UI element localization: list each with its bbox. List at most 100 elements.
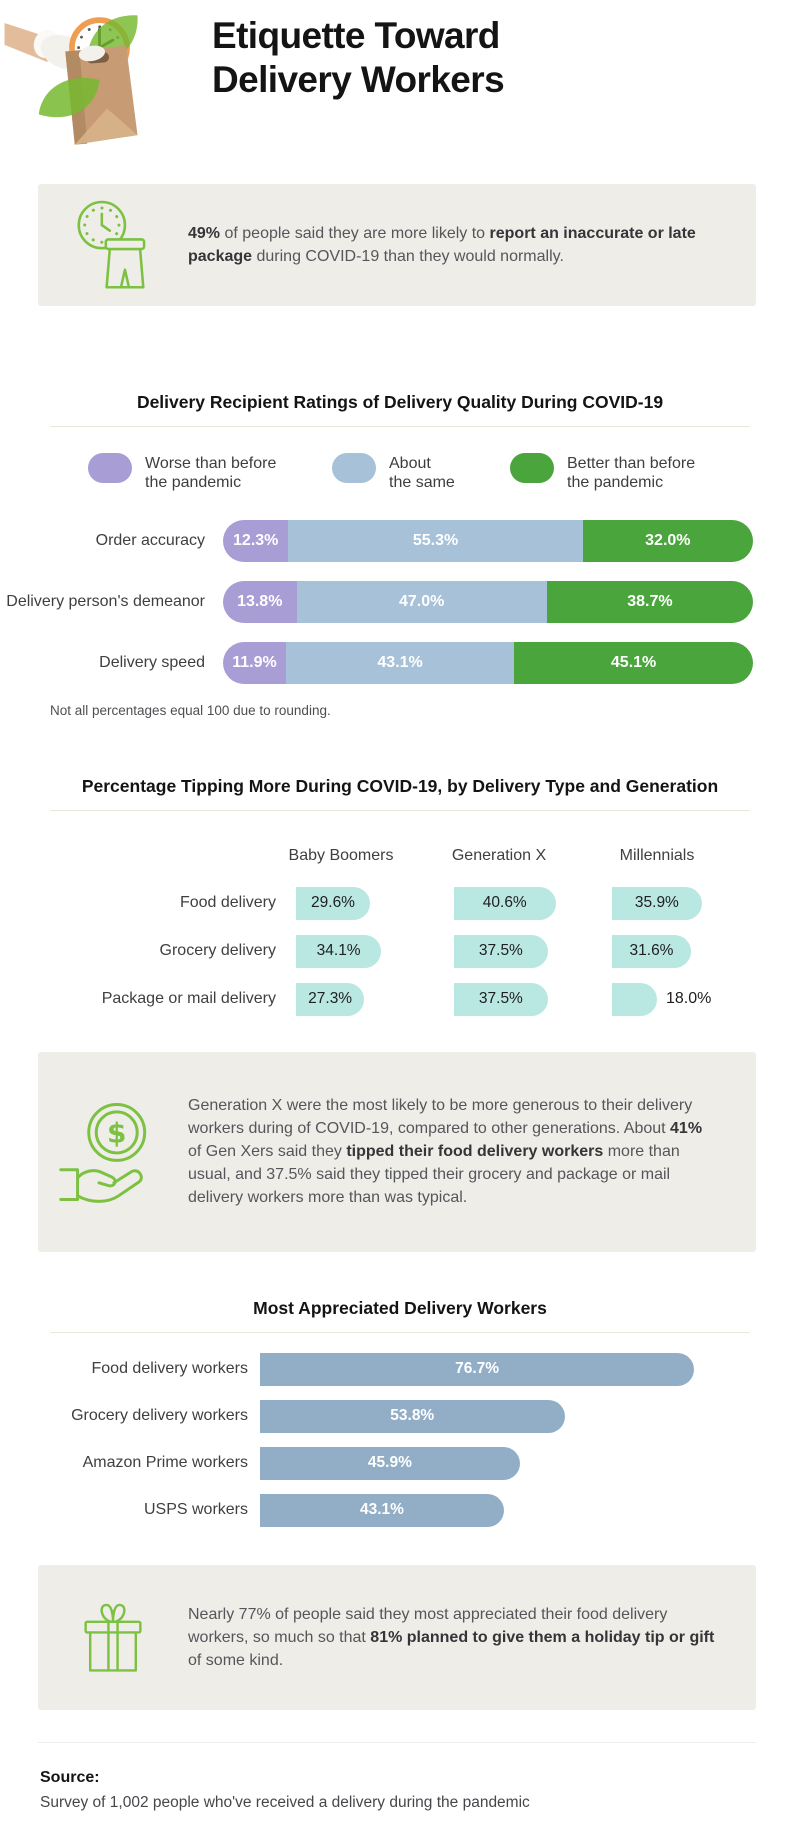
bar-segment: 47.0%: [296, 580, 547, 623]
value-pill: [612, 982, 657, 1016]
text-run: of Gen Xers said they: [188, 1143, 347, 1161]
emphasized-text: 49%: [188, 225, 221, 242]
header: Etiquette Toward Delivery Workers: [0, 0, 800, 160]
page-title: Etiquette Toward Delivery Workers: [212, 14, 505, 103]
value-pill: 35.9%: [612, 886, 702, 920]
bar-segment: 38.7%: [546, 580, 753, 623]
bar-segment: 43.1%: [286, 641, 515, 684]
bar-segment: 13.8%: [223, 580, 297, 623]
page-title-line2: Delivery Workers: [212, 59, 505, 101]
bar-row: Grocery delivery workers 53.8%: [0, 1399, 800, 1433]
value-pill: 37.5%: [454, 982, 548, 1016]
stacked-bar-row: Delivery speed 11.9% 43.1% 45.1%: [0, 641, 800, 684]
text-run: Nearly 77% of people said they most appr…: [188, 1605, 668, 1646]
callout-text: Nearly 77% of people said they most appr…: [188, 1581, 756, 1694]
row-label: Delivery person's demeanor: [6, 592, 205, 610]
value-pill: 34.1%: [296, 934, 382, 968]
table-cell: 18.0%: [600, 982, 758, 1016]
row-label: Grocery delivery: [159, 942, 276, 960]
value-pill: 31.6%: [612, 934, 691, 968]
column-header: Millennials: [619, 846, 695, 864]
column-header: Baby Boomers: [288, 846, 394, 864]
chart-title: Delivery Recipient Ratings of Delivery Q…: [136, 392, 664, 413]
legend-item: About the same: [332, 453, 510, 493]
table-cell: 37.5%: [442, 934, 600, 968]
bar: 53.8%: [260, 1399, 565, 1433]
text-run: Generation X were the most likely to be …: [188, 1097, 693, 1138]
bar-row: Amazon Prime workers 45.9%: [0, 1446, 800, 1480]
stacked-bar: 11.9% 43.1% 45.1%: [223, 641, 753, 684]
callout-text: Generation X were the most likely to be …: [188, 1072, 756, 1231]
row-label: Amazon Prime workers: [82, 1454, 248, 1472]
source-text: Survey of 1,002 people who've received a…: [40, 1793, 530, 1811]
page-title-line1: Etiquette Toward: [212, 15, 500, 56]
chart-title: Most Appreciated Delivery Workers: [253, 1297, 547, 1318]
row-label: Package or mail delivery: [101, 990, 276, 1008]
bar-segment: 45.1%: [514, 641, 753, 684]
bar: 45.9%: [260, 1446, 520, 1480]
table-row: Package or mail delivery 27.3% 37.5% 18.0%: [0, 982, 800, 1016]
column-header: Generation X: [451, 846, 547, 864]
legend-item: Worse than before the pandemic: [88, 453, 332, 493]
callout-holiday-gift: Nearly 77% of people said they most appr…: [38, 1564, 756, 1710]
table-header-row: Baby Boomers Generation X Millennials: [0, 847, 800, 865]
stacked-bar-row: Delivery person's demeanor 13.8% 47.0% 38.7…: [0, 580, 800, 623]
table-cell: 31.6%: [600, 934, 758, 968]
stacked-bar-chart: Order accuracy 12.3% 55.3% 32.0% Delivery pe…: [0, 519, 800, 684]
svg-text:$: $: [107, 1116, 126, 1149]
row-label: Delivery speed: [99, 653, 205, 671]
bar-segment: 55.3%: [288, 519, 583, 562]
row-label: Grocery delivery workers: [71, 1407, 248, 1425]
table-cell: 29.6%: [284, 886, 442, 920]
appreciated-chart-section: Most Appreciated Delivery Workers Food d…: [0, 1298, 800, 1527]
divider: [38, 1741, 756, 1743]
leaf-illustration: [38, 77, 100, 118]
text-run: more than usual, and 37.5% said they tip…: [188, 1143, 680, 1207]
chart-legend: Worse than before the pandemic About the …: [88, 453, 800, 493]
chart-title: Percentage Tipping More During COVID-19,…: [81, 775, 719, 796]
source-label: Source:: [40, 1768, 100, 1786]
table-row: Food delivery 29.6% 40.6% 35.9%: [0, 886, 800, 920]
divider: [50, 426, 750, 428]
legend-label: About the same: [389, 455, 455, 491]
legend-label: Better than before the pandemic: [567, 455, 696, 491]
divider: [50, 1331, 750, 1333]
icon-box: $: [38, 1097, 188, 1207]
value-pill: 27.3%: [296, 982, 365, 1016]
tipping-chart-section: Percentage Tipping More During COVID-19,…: [0, 776, 800, 1016]
text-run: of some kind.: [188, 1651, 284, 1669]
emphasized-text: tipped their food delivery workers: [346, 1143, 604, 1161]
dollar-hand-icon: $: [59, 1102, 147, 1203]
bar-segment: 12.3%: [223, 519, 289, 562]
stacked-bar: 12.3% 55.3% 32.0%: [223, 519, 753, 562]
icon-box: [38, 1597, 188, 1677]
row-label: Order accuracy: [95, 531, 205, 549]
legend-label: Worse than before the pandemic: [145, 455, 277, 491]
ratings-chart-section: Delivery Recipient Ratings of Delivery Q…: [0, 392, 800, 718]
table-cell: 40.6%: [442, 886, 600, 920]
legend-swatch: [510, 453, 554, 484]
row-label: USPS workers: [143, 1501, 248, 1519]
bar: 43.1%: [260, 1493, 504, 1527]
header-illustration: [4, 15, 138, 145]
chart-footnote: Not all percentages equal 100 due to rou…: [50, 702, 331, 718]
row-label: Food delivery: [179, 894, 276, 912]
table-cell: 35.9%: [600, 886, 758, 920]
callout-text: 49% of people said they are more likely …: [188, 200, 756, 290]
callout-report-package: 49% of people said they are more likely …: [38, 184, 756, 307]
divider: [50, 809, 750, 811]
value-pill: 37.5%: [454, 934, 548, 968]
emphasized-text: 81% planned to give them a holiday tip o…: [370, 1628, 715, 1646]
bar-row: Food delivery workers 76.7%: [0, 1352, 800, 1386]
source-section: Source: Survey of 1,002 people who've re…: [40, 1769, 800, 1812]
emphasized-text: report an inaccurate or late package: [188, 225, 696, 266]
bar-segment: 32.0%: [582, 519, 753, 562]
table-cell: 27.3%: [284, 982, 442, 1016]
header-spacer: [0, 847, 296, 865]
value-pill: 40.6%: [454, 886, 556, 920]
bar-row: USPS workers 43.1%: [0, 1493, 800, 1527]
stacked-bar-row: Order accuracy 12.3% 55.3% 32.0%: [0, 519, 800, 562]
bar: 76.7%: [260, 1352, 695, 1386]
value-pill: 29.6%: [296, 886, 370, 920]
